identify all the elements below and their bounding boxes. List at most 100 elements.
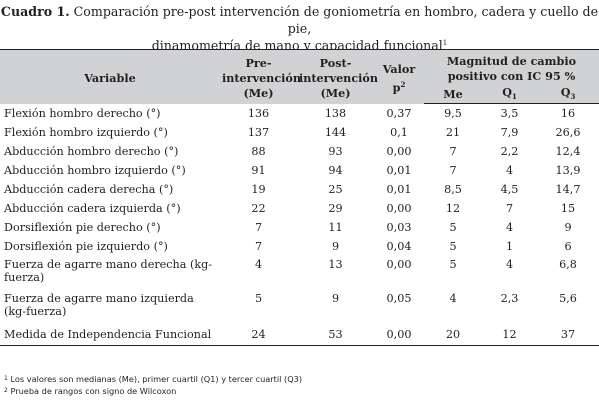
cell-post: 11 (328, 221, 343, 234)
cell-p: 0,00 (386, 145, 412, 158)
cell-variable: Medida de Independencia Funcional (0, 324, 220, 346)
table-row: Flexión hombro derecho (°) 136 138 0,37 … (0, 104, 599, 124)
cell-q1: 4,5 (500, 183, 519, 196)
cell-pre: 88 (251, 145, 266, 158)
cell-q1: 12 (482, 324, 537, 346)
cell-pre: 7 (254, 221, 263, 234)
cell-me: 5 (449, 221, 457, 234)
table-row: Flexión hombro izquierdo (°) 137 144 0,1… (0, 123, 599, 142)
cell-p: 0,1 (390, 126, 408, 139)
table-row: Abducción cadera izquierda (°) 22 29 0,0… (0, 199, 599, 218)
cell-me: 12 (445, 202, 461, 215)
cell-variable: Dorsiflexión pie derecho (°) (4, 221, 161, 234)
cell-p: 0,03 (386, 221, 412, 234)
cell-post: 9 (331, 292, 340, 305)
cell-post: 9 (331, 240, 340, 253)
table-row: Fuerza de agarre mano derecha (kg-fuerza… (0, 256, 599, 290)
cell-q3: 26,6 (555, 126, 581, 139)
cell-post: 93 (328, 145, 343, 158)
table-row: Dorsiflexión pie izquierdo (°) 7 9 0,04 … (0, 237, 599, 256)
cell-q1: 4 (505, 221, 514, 234)
cell-post: 25 (328, 183, 343, 196)
cell-q3: 5,6 (559, 292, 577, 305)
table-footnotes: 1 Los valores son medianas (Me), primer … (4, 373, 302, 397)
cell-me: 4 (449, 292, 457, 305)
header-p-marker: 2 (400, 79, 406, 89)
footnote-2-text: Prueba de rangos con signo de Wilcoxon (10, 386, 177, 396)
cell-variable: Fuerza de agarre mano derecha (kg-fuerza… (4, 258, 213, 284)
footnote-2-marker: 2 (4, 387, 8, 394)
cell-q3: 14,7 (555, 183, 581, 196)
cell-p: 0,04 (386, 240, 412, 253)
header-p: p (392, 80, 401, 95)
cell-me: 8,5 (444, 183, 462, 196)
cell-variable: Abducción hombro derecho (°) (4, 145, 179, 158)
cell-post: 144 (324, 126, 347, 139)
cell-pre: 19 (251, 183, 266, 196)
cell-post: 53 (297, 324, 374, 346)
cell-post: 13 (328, 258, 343, 271)
cell-pre: 136 (247, 106, 270, 120)
results-table-wrapper: Variable Pre-intervención (Me) Post-inte… (0, 49, 599, 346)
cell-q1: 2,3 (500, 292, 519, 305)
cell-q3: 6 (564, 240, 572, 253)
cell-variable: Abducción hombro izquierdo (°) (4, 164, 186, 177)
table-row: Abducción hombro derecho (°) 88 93 0,00 … (0, 142, 599, 161)
cell-q3: 13,9 (555, 164, 581, 177)
cell-q1: 7 (505, 202, 514, 215)
cell-q1: 3,5 (500, 107, 519, 120)
header-q3: Q3 (537, 84, 599, 104)
cell-q3: 9 (564, 221, 572, 234)
cell-post: 138 (324, 106, 347, 120)
header-row-bottom: Me Q1 Q3 (0, 84, 599, 104)
cell-variable: Abducción cadera izquierda (°) (4, 202, 181, 215)
caption-text-1: Comparación pre-post intervención de gon… (73, 4, 599, 36)
header-magnitud: Magnitud de cambio positivo con IC 95 % (424, 49, 599, 84)
table-row: Abducción hombro izquierdo (°) 91 94 0,0… (0, 161, 599, 180)
header-post: Post-intervención (Me) (297, 49, 378, 104)
caption-line-1: Cuadro 1. Comparación pre-post intervenc… (0, 4, 599, 36)
cell-q3: 37 (537, 324, 599, 346)
cell-pre: 91 (251, 164, 266, 177)
cell-me: 7 (449, 145, 457, 158)
cell-p: 0,37 (386, 106, 412, 120)
cell-q1: 4 (505, 258, 514, 271)
footnote-1-text: Los valores son medianas (Me), primer cu… (10, 374, 303, 384)
cell-variable: Dorsiflexión pie izquierdo (°) (4, 240, 168, 253)
cell-q3: 15 (560, 202, 576, 215)
header-variable: Variable (0, 49, 220, 104)
table-row: Dorsiflexión pie derecho (°) 7 11 0,03 5… (0, 218, 599, 237)
cell-q1: 1 (505, 240, 514, 253)
cell-p: 0,01 (386, 164, 412, 177)
header-pre: Pre-intervención (Me) (220, 49, 301, 104)
results-table: Variable Pre-intervención (Me) Post-inte… (0, 49, 599, 346)
cell-me: 5 (449, 258, 457, 271)
caption-footnote-marker: 1 (442, 39, 448, 47)
footnote-2: 2 Prueba de rangos con signo de Wilcoxon (4, 385, 302, 397)
cell-pre: 4 (254, 258, 263, 271)
cell-q3: 12,4 (555, 145, 581, 158)
header-valor-p: Valor p2 (374, 49, 424, 104)
cell-me: 7 (449, 164, 457, 177)
caption-label: Cuadro 1 (0, 4, 66, 19)
footnote-1: 1 Los valores son medianas (Me), primer … (4, 373, 302, 385)
cell-p: 0,05 (386, 292, 412, 305)
cell-variable: Fuerza de agarre mano izquierda (kg-fuer… (4, 292, 194, 318)
cell-pre: 5 (254, 292, 263, 305)
table-caption: Cuadro 1. Comparación pre-post intervenc… (0, 3, 599, 54)
cell-p: 0,00 (386, 202, 412, 215)
header-me: Me (424, 84, 482, 104)
cell-q1: 4 (505, 164, 514, 177)
cell-variable: Abducción cadera derecha (°) (4, 183, 174, 196)
header-row-top: Variable Pre-intervención (Me) Post-inte… (0, 49, 599, 104)
header-valor: Valor (382, 61, 416, 76)
cell-p: 0,00 (386, 258, 412, 271)
cell-post: 94 (328, 164, 343, 177)
cell-me: 21 (445, 126, 461, 139)
footnote-1-marker: 1 (4, 375, 8, 382)
cell-q3: 16 (560, 107, 576, 120)
cell-q3: 6,8 (559, 258, 577, 271)
table-row: Abducción cadera derecha (°) 19 25 0,01 … (0, 180, 599, 199)
cell-pre: 7 (254, 240, 263, 253)
cell-pre: 22 (251, 202, 266, 215)
